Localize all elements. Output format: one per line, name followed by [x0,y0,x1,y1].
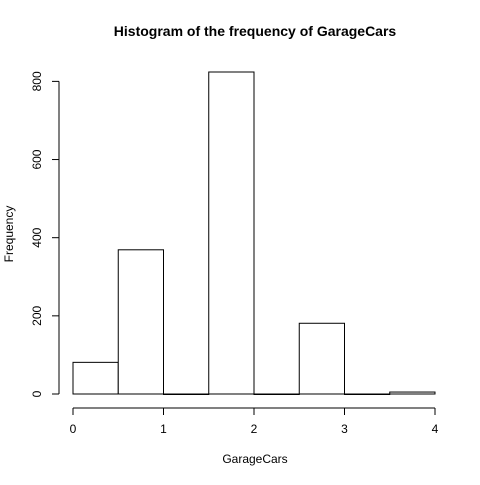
y-tick-label: 600 [30,149,44,169]
x-tick-label: 3 [341,422,348,436]
x-tick-label: 1 [160,422,167,436]
y-axis: 0 200 400 600 800 [30,71,60,397]
x-axis: 0 1 2 3 4 [70,407,439,436]
bars-group [72,71,436,395]
histogram-bar [344,393,391,395]
y-tick-label: 400 [30,227,44,247]
chart-title: Histogram of the frequency of GarageCars [114,23,397,39]
histogram-bar [298,322,345,395]
y-tick-label: 800 [30,71,44,91]
histogram-bar [208,71,255,395]
y-tick-label: 0 [30,390,44,397]
x-tick-label: 0 [70,422,77,436]
y-axis-label: Frequency [2,206,16,263]
histogram-bar [72,361,119,395]
histogram-bar [117,249,164,395]
histogram-bar [253,393,300,395]
histogram-bar [163,393,210,395]
y-tick-label: 200 [30,306,44,326]
x-axis-label: GarageCars [222,452,287,466]
x-tick-label: 4 [432,422,439,436]
x-tick-label: 2 [251,422,258,436]
histogram-bar [389,391,436,395]
